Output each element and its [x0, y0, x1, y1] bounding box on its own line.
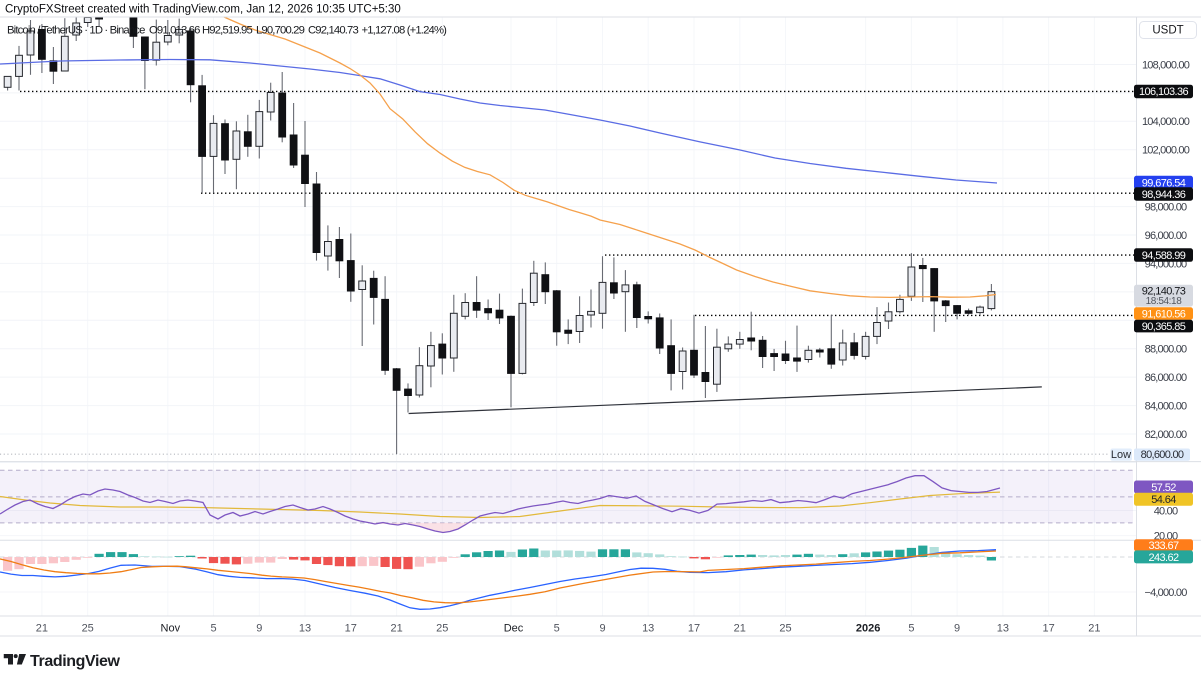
svg-text:L90,700.29: L90,700.29 [256, 25, 305, 37]
svg-text:92,140.73: 92,140.73 [1142, 285, 1186, 297]
svg-text:CryptoFXStreet created with Tr: CryptoFXStreet created with TradingView.… [5, 4, 401, 16]
svg-text:57.52: 57.52 [1151, 482, 1176, 494]
svg-text:21: 21 [390, 623, 402, 635]
svg-text:104,000.00: 104,000.00 [1142, 116, 1190, 128]
svg-text:333.67: 333.67 [1148, 540, 1179, 552]
svg-text:17: 17 [345, 623, 357, 635]
svg-text:5: 5 [908, 623, 914, 635]
svg-text:96,000.00: 96,000.00 [1145, 230, 1187, 242]
svg-text:243.62: 243.62 [1148, 552, 1179, 564]
svg-text:25: 25 [436, 623, 448, 635]
svg-text:13: 13 [642, 623, 654, 635]
svg-text:86,000.00: 86,000.00 [1145, 372, 1187, 384]
svg-text:21: 21 [1088, 623, 1100, 635]
svg-text:2026: 2026 [856, 623, 880, 635]
svg-text:Low: Low [1111, 449, 1131, 461]
svg-text:USDT: USDT [1152, 25, 1183, 37]
svg-text:80,600.00: 80,600.00 [1141, 449, 1184, 461]
svg-text:TradingView: TradingView [30, 653, 121, 670]
svg-text:Dec: Dec [504, 623, 524, 635]
svg-text:21: 21 [36, 623, 48, 635]
svg-text:91,610.56: 91,610.56 [1142, 309, 1186, 321]
svg-text:21: 21 [734, 623, 746, 635]
svg-text:98,944.36: 98,944.36 [1142, 189, 1186, 201]
svg-text:25: 25 [82, 623, 94, 635]
svg-text:O91,013.66: O91,013.66 [149, 25, 200, 37]
svg-text:5: 5 [554, 623, 560, 635]
svg-text:88,000.00: 88,000.00 [1145, 344, 1187, 356]
svg-text:84,000.00: 84,000.00 [1145, 400, 1187, 412]
svg-text:9: 9 [954, 623, 960, 635]
svg-text:90,365.85: 90,365.85 [1142, 321, 1186, 333]
svg-text:94,588.99: 94,588.99 [1142, 250, 1186, 262]
svg-text:25: 25 [779, 623, 791, 635]
svg-text:H92,519.95: H92,519.95 [202, 25, 252, 37]
svg-text:−4,000.00: −4,000.00 [1144, 587, 1187, 599]
svg-text:13: 13 [299, 623, 311, 635]
svg-text:18:54:18: 18:54:18 [1146, 296, 1183, 307]
svg-text:108,000.00: 108,000.00 [1142, 59, 1190, 71]
svg-text:40.00: 40.00 [1154, 505, 1178, 517]
svg-text:9: 9 [256, 623, 262, 635]
svg-text:17: 17 [1042, 623, 1054, 635]
svg-text:5: 5 [210, 623, 216, 635]
svg-text:98,000.00: 98,000.00 [1145, 201, 1187, 213]
svg-text:106,103.36: 106,103.36 [1139, 86, 1189, 98]
svg-text:102,000.00: 102,000.00 [1142, 145, 1190, 157]
svg-text:99,676.54: 99,676.54 [1142, 177, 1186, 189]
svg-text:82,000.00: 82,000.00 [1145, 429, 1187, 441]
svg-text:Bitcoin / TetherUS · 1D · Bina: Bitcoin / TetherUS · 1D · Binance [7, 25, 145, 37]
svg-text:17: 17 [688, 623, 700, 635]
svg-text:13: 13 [997, 623, 1009, 635]
svg-text:Nov: Nov [161, 623, 181, 635]
svg-text:54.64: 54.64 [1151, 494, 1176, 506]
svg-text:C92,140.73: C92,140.73 [308, 25, 358, 37]
svg-text:9: 9 [599, 623, 605, 635]
svg-text:+1,127.08 (+1.24%): +1,127.08 (+1.24%) [362, 25, 448, 37]
